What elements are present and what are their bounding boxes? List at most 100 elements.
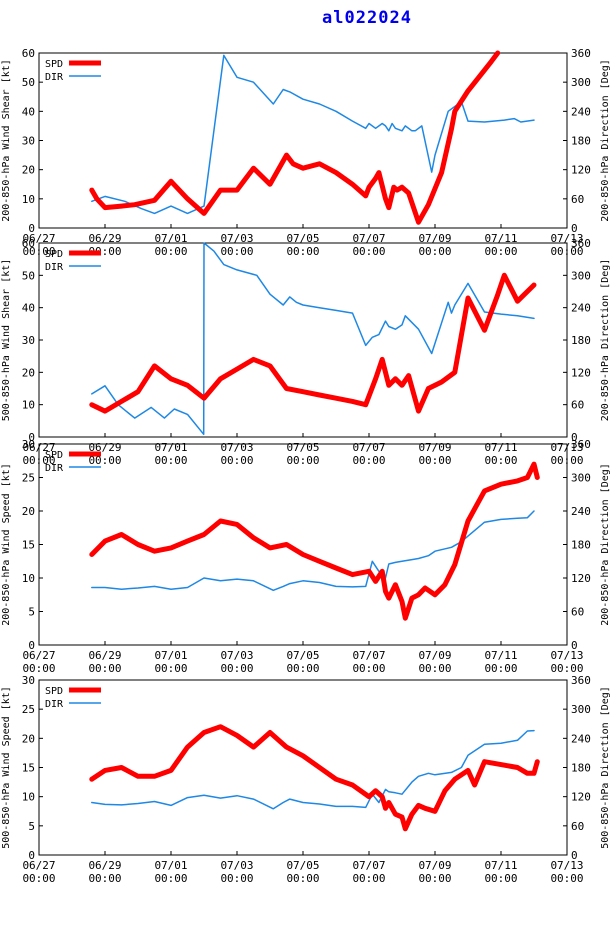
right-tick-label: 120: [571, 572, 591, 585]
x-tick-time: 00:00: [418, 245, 451, 258]
x-tick-date: 07/07: [352, 649, 385, 662]
x-tick-date: 07/09: [418, 649, 451, 662]
left-tick-label: 15: [22, 762, 35, 775]
legend-dir-label: DIR: [45, 699, 64, 710]
spd-series-line: [89, 272, 537, 414]
chart-panel-1: 0 10 20 30 40 50 60 0 60 120 180 240 300 360 06/27 00:0…: [1, 47, 611, 258]
right-tick-label: 300: [571, 76, 591, 89]
right-tick-label: 240: [571, 505, 591, 518]
spd-series-line: [89, 461, 540, 621]
x-tick-time: 00:00: [418, 662, 451, 675]
left-tick-label: 5: [28, 606, 35, 619]
left-tick-label: 0: [28, 849, 35, 862]
y-axis-left-label: 200-850-hPa Wind Speed [kt]: [1, 463, 12, 626]
y-axis-right-label: 500-850-hPa Direction [Deg]: [600, 686, 611, 849]
left-tick-label: 30: [22, 135, 35, 148]
right-tick-label: 0: [571, 222, 578, 235]
left-tick-label: 20: [22, 732, 35, 745]
left-tick-label: 0: [28, 431, 35, 444]
x-tick-time: 00:00: [286, 662, 319, 675]
x-tick-time: 00:00: [154, 662, 187, 675]
dir-series-line: [91, 242, 535, 436]
x-tick-time: 00:00: [22, 662, 55, 675]
x-tick-time: 00:00: [286, 245, 319, 258]
x-tick-date: 07/07: [352, 441, 385, 454]
plot-frame: [38, 443, 568, 646]
right-tick-label: 0: [571, 431, 578, 444]
x-tick-time: 00:00: [154, 872, 187, 885]
x-tick-time: 00:00: [88, 454, 121, 467]
right-tick-label: 120: [571, 164, 591, 177]
x-tick-date: 06/29: [88, 232, 121, 245]
right-tick-label: 180: [571, 539, 591, 552]
x-tick-date: 07/01: [154, 441, 187, 454]
x-tick-time: 00:00: [352, 662, 385, 675]
right-tick-label: 0: [571, 849, 578, 862]
left-tick-label: 20: [22, 505, 35, 518]
x-tick-date: 06/27: [22, 232, 55, 245]
x-tick-time: 00:00: [484, 872, 517, 885]
left-tick-label: 50: [22, 269, 35, 282]
right-tick-label: 240: [571, 732, 591, 745]
left-tick-label: 60: [22, 47, 35, 60]
left-tick-label: 10: [22, 193, 35, 206]
x-tick-time: 00:00: [484, 662, 517, 675]
x-tick-time: 00:00: [154, 454, 187, 467]
x-tick-date: 07/09: [418, 859, 451, 872]
y-axis-left-label: 500-850-hPa Wind Speed [kt]: [1, 686, 12, 849]
x-tick-date: 06/27: [22, 649, 55, 662]
x-tick-date: 07/05: [286, 649, 319, 662]
x-tick-time: 00:00: [352, 245, 385, 258]
right-tick-label: 180: [571, 762, 591, 775]
right-tick-label: 360: [571, 674, 591, 687]
right-tick-label: 60: [571, 399, 584, 412]
left-tick-label: 10: [22, 572, 35, 585]
x-tick-time: 00:00: [220, 245, 253, 258]
left-tick-label: 20: [22, 366, 35, 379]
legend-spd-label: SPD: [45, 450, 63, 461]
x-tick-date: 07/09: [418, 232, 451, 245]
right-tick-label: 360: [571, 47, 591, 60]
x-tick-date: 07/11: [484, 649, 517, 662]
x-tick-date: 06/29: [88, 649, 121, 662]
dir-series-line: [91, 54, 535, 215]
y-axis-right-label: 200-850-hPa Direction [Deg]: [600, 59, 611, 222]
x-tick-time: 00:00: [88, 662, 121, 675]
left-tick-label: 25: [22, 703, 35, 716]
left-tick-label: 5: [28, 820, 35, 833]
chart-title: al022024: [322, 8, 412, 28]
y-axis-left-label: 500-850-hPa Wind Shear [kt]: [1, 259, 12, 422]
legend-spd-label: SPD: [45, 249, 63, 260]
x-tick-time: 00:00: [352, 872, 385, 885]
x-tick-time: 00:00: [154, 245, 187, 258]
plot-frame: [38, 242, 568, 438]
x-tick-date: 07/11: [484, 859, 517, 872]
chart-panel-2: 010203040506006012018024030036006/2700:0…: [1, 237, 611, 467]
legend-dir-label: DIR: [45, 463, 64, 474]
left-tick-label: 15: [22, 539, 35, 552]
left-tick-label: 0: [28, 222, 35, 235]
x-tick-date: 07/01: [154, 232, 187, 245]
x-tick-time: 00:00: [352, 454, 385, 467]
x-tick-time: 00:00: [418, 454, 451, 467]
right-tick-label: 120: [571, 366, 591, 379]
legend-dir-label: DIR: [45, 262, 64, 273]
right-tick-label: 60: [571, 820, 584, 833]
x-tick-time: 00:00: [88, 872, 121, 885]
left-tick-label: 10: [22, 791, 35, 804]
chart-panel-4: 05101520253006012018024030036006/2700:00…: [1, 674, 611, 885]
x-tick-time: 00:00: [550, 872, 583, 885]
spd-series-line: [89, 724, 540, 832]
right-tick-label: 360: [571, 237, 591, 250]
right-tick-label: 240: [571, 302, 591, 315]
right-tick-label: 60: [571, 193, 584, 206]
x-tick-time: 00:00: [550, 662, 583, 675]
left-tick-label: 25: [22, 472, 35, 485]
x-tick-time: 00:00: [484, 245, 517, 258]
x-tick-date: 07/11: [484, 441, 517, 454]
left-tick-label: 10: [22, 399, 35, 412]
left-tick-label: 30: [22, 334, 35, 347]
x-tick-date: 07/05: [286, 441, 319, 454]
right-tick-label: 300: [571, 269, 591, 282]
